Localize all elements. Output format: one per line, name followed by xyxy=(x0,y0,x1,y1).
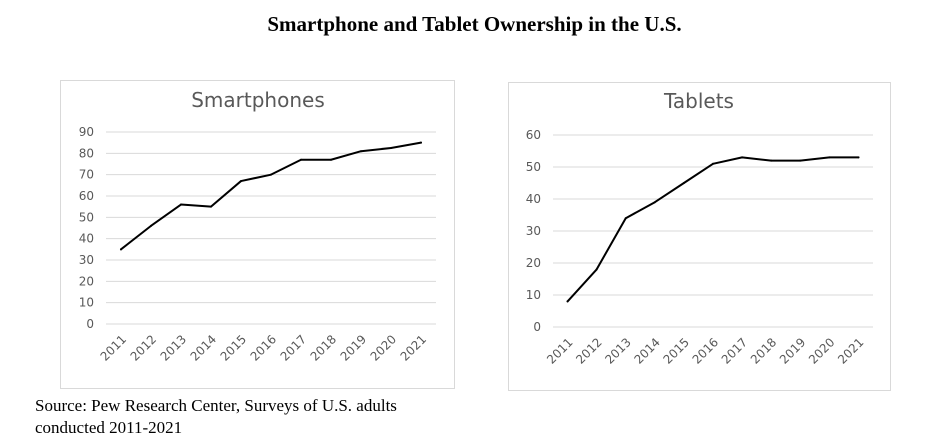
tablets-x-tick-label: 2018 xyxy=(748,335,779,366)
tablets-x-tick-label: 2017 xyxy=(719,335,750,366)
smartphones-x-tick-label: 2021 xyxy=(398,332,429,363)
smartphones-x-tick-label: 2019 xyxy=(338,332,369,363)
tablets-series-line xyxy=(566,156,860,303)
tablets-chart-title: Tablets xyxy=(663,89,734,113)
smartphones-data-point xyxy=(420,141,422,144)
smartphones-data-point xyxy=(390,147,392,149)
tablets-x-tick-label: 2012 xyxy=(573,335,604,366)
smartphones-x-tick-label: 2020 xyxy=(368,332,399,363)
smartphones-y-tick-label: 40 xyxy=(79,232,94,246)
tablets-data-point xyxy=(828,156,831,159)
tablets-y-tick-label: 40 xyxy=(526,192,541,206)
smartphones-chart: Smartphones 0102030405060708090201120122… xyxy=(79,88,436,364)
tablets-data-point xyxy=(770,159,773,162)
tablets-chart: Tablets 01020304050602011201220132014201… xyxy=(526,89,873,367)
tablets-data-point xyxy=(653,201,656,204)
smartphones-x-tick-label: 2011 xyxy=(98,332,129,363)
smartphones-x-tick-label: 2012 xyxy=(128,332,159,363)
tablets-x-tick-label: 2019 xyxy=(777,335,808,366)
smartphones-y-tick-label: 80 xyxy=(79,146,94,160)
smartphones-y-tick-label: 60 xyxy=(79,189,94,203)
smartphones-data-point xyxy=(150,224,152,227)
smartphones-y-tick-label: 50 xyxy=(79,210,94,224)
smartphones-data-point xyxy=(240,180,242,183)
smartphones-x-tick-label: 2013 xyxy=(158,332,189,363)
tablets-y-tick-label: 0 xyxy=(533,320,541,334)
smartphones-chart-panel: Smartphones 0 10 20 30 40 50 60 70 80 90 2011 2012 2… xyxy=(60,80,455,389)
tablets-data-point xyxy=(595,268,598,271)
smartphones-data-point xyxy=(300,158,302,161)
tablets-y-tick-label: 10 xyxy=(526,288,541,302)
tablets-y-tick-label: 20 xyxy=(526,256,541,270)
smartphones-x-tick-label: 2018 xyxy=(308,332,339,363)
smartphones-y-tick-label: 10 xyxy=(79,296,94,310)
tablets-y-tick-label: 60 xyxy=(526,128,541,142)
smartphones-x-tick-label: 2016 xyxy=(248,332,279,363)
tablets-data-point xyxy=(566,300,569,303)
tablets-x-tick-label: 2014 xyxy=(631,335,662,366)
smartphones-data-point xyxy=(180,203,182,206)
tablets-data-point xyxy=(741,156,744,159)
page-title: Smartphone and Tablet Ownership in the U… xyxy=(267,12,682,36)
smartphones-x-tick-label: 2015 xyxy=(218,332,249,363)
source-note-line-2: conducted 2011-2021 xyxy=(35,418,183,437)
source-note-line-1: Source: Pew Research Center, Surveys of … xyxy=(35,396,397,415)
tablets-data-point xyxy=(682,182,685,184)
tablets-x-tick-label: 2013 xyxy=(602,335,633,366)
smartphones-x-tick-label: 2014 xyxy=(188,332,219,363)
smartphones-y-tick-label: 70 xyxy=(79,168,94,182)
smartphones-x-tick-label: 2017 xyxy=(278,332,309,363)
tablets-y-tick-label: 50 xyxy=(526,160,541,174)
tablets-x-tick-label: 2015 xyxy=(661,335,692,366)
smartphones-data-point xyxy=(270,173,272,176)
tablets-data-point xyxy=(799,159,802,162)
smartphones-y-tick-label: 20 xyxy=(79,274,94,288)
smartphones-y-tick-label: 90 xyxy=(79,125,94,139)
tablets-x-tick-label: 2016 xyxy=(690,335,721,366)
tablets-data-point xyxy=(624,217,627,220)
tablets-x-tick-label: 2021 xyxy=(835,335,866,366)
smartphones-y-tick-label: 30 xyxy=(79,253,94,267)
smartphones-chart-title: Smartphones xyxy=(191,88,325,112)
tablets-x-tick-label: 2020 xyxy=(806,335,837,366)
tablets-y-tick-label: 30 xyxy=(526,224,541,238)
tablets-chart-panel: Tablets 0 10 20 30 40 50 60 2011 2012 2013 2014 201… xyxy=(508,82,891,391)
tablets-data-point xyxy=(857,156,860,159)
smartphones-data-point xyxy=(120,248,122,251)
smartphones-data-point xyxy=(330,158,332,161)
tablets-x-tick-label: 2011 xyxy=(544,335,575,366)
smartphones-data-point xyxy=(360,150,362,153)
smartphones-data-point xyxy=(210,205,212,208)
tablets-data-point xyxy=(712,162,714,165)
smartphones-y-tick-label: 0 xyxy=(86,317,94,331)
